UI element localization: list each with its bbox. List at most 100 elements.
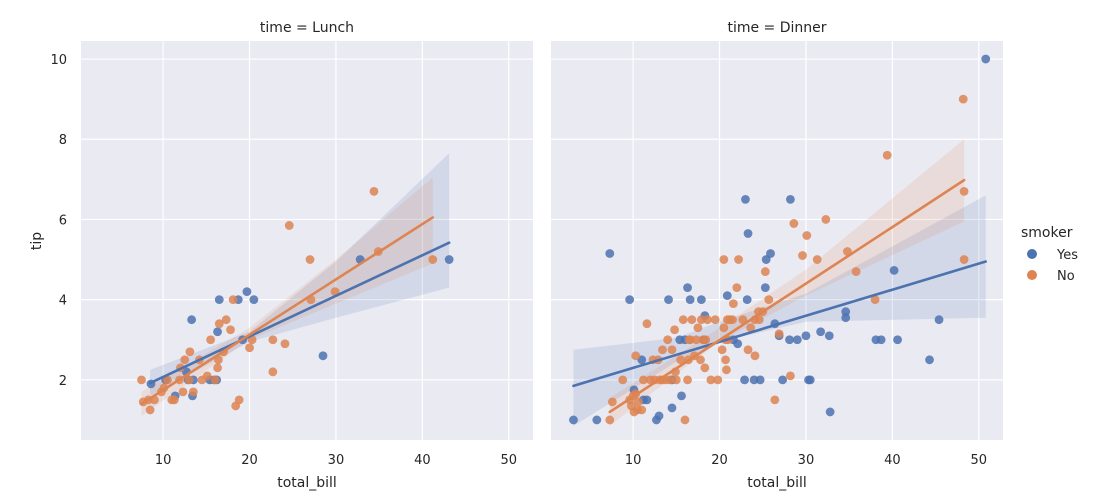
y-tick-label: 10 (50, 53, 67, 68)
data-point-no (305, 255, 315, 264)
data-point-no (706, 375, 716, 385)
data-point-no (169, 395, 179, 405)
data-point-yes (187, 315, 197, 325)
data-point-no (719, 255, 729, 264)
data-point-yes (749, 375, 759, 385)
x-axis-label: total_bill (747, 475, 807, 491)
data-point-yes (801, 331, 811, 341)
data-point-no (206, 335, 216, 345)
data-point-yes (213, 327, 222, 337)
y-tick-label: 6 (59, 213, 67, 228)
data-point-yes (677, 391, 686, 401)
x-tick-label: 10 (155, 453, 172, 468)
facet-panel: 10 20 30 40 50 time = Dinner total_bill (551, 20, 1003, 491)
data-point-no (665, 375, 675, 385)
x-tick-label: 20 (241, 453, 258, 468)
data-point-no (210, 375, 220, 385)
x-tick-label: 20 (711, 453, 728, 468)
data-point-no (713, 375, 723, 385)
data-point-no (658, 345, 667, 355)
data-point-yes (733, 339, 743, 349)
data-point-no (369, 186, 379, 196)
data-point-yes (685, 295, 695, 305)
x-axis-label: total_bill (277, 475, 337, 491)
data-point-no (642, 319, 652, 329)
data-point-yes (741, 194, 750, 204)
regression-line-no (608, 178, 966, 414)
x-tick-label: 50 (501, 453, 518, 468)
x-tick-label: 30 (798, 453, 815, 468)
data-point-no (785, 371, 795, 381)
data-point-no (213, 363, 222, 373)
data-point-no (760, 267, 770, 276)
data-point-no (145, 405, 155, 415)
x-tick-label: 10 (625, 453, 642, 468)
data-point-yes (743, 229, 753, 238)
data-point-yes (249, 295, 259, 305)
x-tick-label: 30 (328, 453, 345, 468)
data-point-no (228, 295, 238, 305)
data-point-yes (876, 335, 886, 345)
data-point-no (607, 397, 617, 407)
data-point-no (798, 251, 807, 260)
regression-line-no (140, 216, 435, 406)
ci-band-yes (573, 195, 986, 426)
data-point-yes (785, 335, 794, 345)
data-point-no (687, 315, 697, 325)
data-point-yes (755, 375, 765, 385)
data-point-no (851, 267, 861, 276)
data-point-yes (592, 415, 602, 425)
data-point-yes (825, 407, 835, 417)
data-point-no (774, 329, 784, 339)
data-point-yes (816, 327, 826, 337)
legend-marker-no (1027, 270, 1037, 280)
data-point-no (428, 255, 438, 264)
data-point-yes (444, 255, 454, 264)
data-point-no (633, 397, 643, 407)
data-point-no (284, 221, 294, 230)
data-point-no (605, 415, 615, 425)
data-point-yes (569, 415, 578, 425)
data-point-no (802, 231, 812, 240)
data-point-no (214, 319, 224, 329)
data-point-no (685, 335, 695, 345)
facet-panel: 10 20 30 40 50 2 4 6 8 10 time = Lunch total_bill (50, 20, 533, 491)
data-point-no (188, 387, 198, 397)
data-point-no (185, 347, 195, 357)
data-point-yes (242, 287, 252, 297)
data-point-yes (841, 307, 851, 317)
data-point-no (680, 415, 690, 425)
data-point-no (678, 315, 688, 325)
data-point-yes (805, 375, 815, 385)
data-point-yes (642, 395, 652, 405)
data-point-yes (925, 355, 934, 365)
data-point-no (137, 375, 146, 385)
data-point-no (717, 345, 727, 355)
x-tick-label: 40 (884, 453, 901, 468)
data-point-yes (214, 295, 224, 305)
data-point-no (703, 315, 712, 325)
data-point-no (710, 315, 720, 325)
data-point-yes (722, 291, 732, 301)
data-point-no (221, 315, 231, 325)
data-point-no (754, 315, 764, 325)
data-point-no (671, 375, 681, 385)
panel-background (551, 41, 1003, 440)
data-point-no (764, 295, 774, 305)
data-point-no (728, 315, 737, 325)
data-point-no (789, 219, 799, 228)
data-point-no (959, 255, 969, 264)
data-point-yes (893, 335, 902, 345)
data-point-no (670, 325, 679, 335)
data-point-no (743, 345, 753, 355)
data-point-no (696, 355, 705, 365)
regression-line-yes (572, 260, 988, 388)
panel-background (81, 41, 533, 440)
data-point-yes (778, 375, 788, 385)
data-point-no (234, 395, 244, 405)
data-point-yes (740, 375, 749, 385)
data-point-yes (934, 315, 944, 325)
data-point-yes (981, 54, 991, 64)
